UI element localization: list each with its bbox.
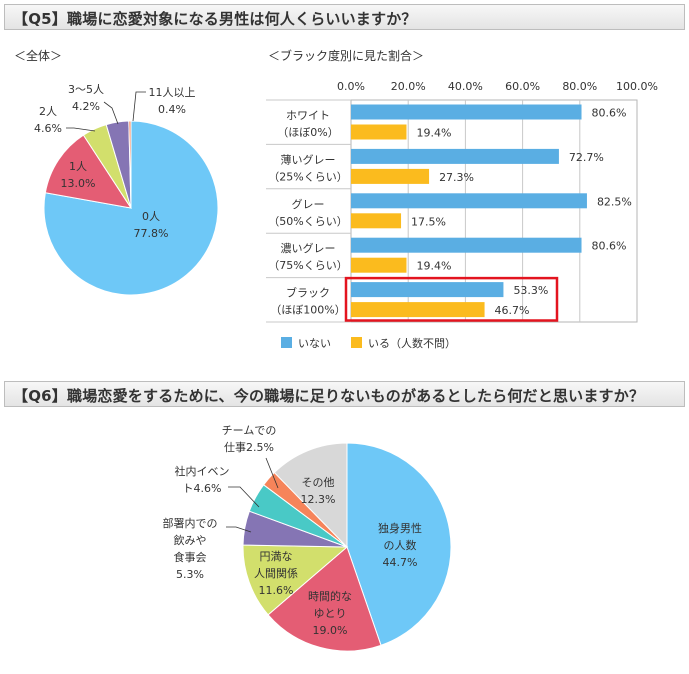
bar-iru	[351, 168, 430, 184]
slice-label: 時間的な	[308, 589, 352, 603]
overall-pie-slice	[128, 120, 132, 209]
slice-label: 12.3%	[301, 493, 336, 506]
x-tick-label: 100.0%	[616, 80, 658, 93]
lacking-pie-slice	[242, 544, 349, 616]
lacking-pie-slice	[267, 546, 382, 652]
overall-pie-slice	[44, 134, 133, 209]
slice-label: 5.3%	[176, 568, 204, 581]
slice-label: 0人	[142, 210, 160, 223]
leader-line	[228, 486, 260, 508]
slice-label: 3〜5人	[68, 83, 104, 96]
bar-value-label: 17.5%	[411, 215, 446, 228]
legend-label-iru: いる（人数不問）	[368, 337, 456, 350]
slice-label: 食事会	[174, 550, 207, 564]
slice-label: の人数	[384, 539, 417, 552]
slice-label: 1人	[69, 160, 87, 173]
slice-label: 44.7%	[383, 556, 418, 569]
slice-value-label: 4.6%	[34, 122, 62, 135]
slice-value-label: 0.4%	[158, 103, 186, 116]
bar-inai	[351, 282, 504, 298]
slice-value-label: 77.8%	[134, 227, 169, 240]
slice-value-label: 4.2%	[72, 100, 100, 113]
bar-value-label: 46.7%	[495, 304, 530, 317]
slice-label: 仕事2.5%	[224, 441, 274, 454]
legend-swatch-inai	[281, 337, 292, 348]
bar-value-label: 80.6%	[592, 240, 627, 253]
bar-inai	[351, 148, 559, 164]
x-tick-label: 20.0%	[391, 80, 426, 93]
lacking-pie-slice	[346, 442, 452, 646]
x-tick-label: 60.0%	[505, 80, 540, 93]
category-sublabel: （50%くらい）	[268, 215, 347, 228]
slice-label: ト4.6%	[183, 482, 222, 495]
slice-label: チームでの	[222, 424, 277, 437]
slice-value-label: 13.0%	[61, 177, 96, 190]
slice-label: 11人以上	[149, 86, 196, 99]
category-label: ホワイト	[286, 109, 330, 122]
bar-iru	[351, 213, 402, 229]
bar-value-label: 72.7%	[569, 151, 604, 164]
bar-inai	[351, 193, 587, 209]
bar-inai	[351, 104, 582, 120]
category-sublabel: （ほぼ0%）	[277, 126, 338, 139]
slice-label: 19.0%	[313, 624, 348, 637]
slice-label: 独身男性	[378, 521, 422, 535]
slice-label: その他	[302, 476, 335, 489]
bar-value-label: 27.3%	[439, 171, 474, 184]
q6-title: 【Q6】職場恋愛をするために、今の職場に足りないものがあるとしたら何だと思います…	[13, 387, 645, 405]
x-tick-label: 80.0%	[562, 80, 597, 93]
category-label: 濃いグレー	[281, 241, 336, 255]
slice-label: 円満な	[260, 550, 293, 563]
x-tick-label: 0.0%	[337, 80, 365, 93]
slice-label: 社内イベン	[175, 464, 230, 478]
category-label: 薄いグレー	[281, 152, 336, 166]
legend-label-inai: いない	[298, 337, 331, 350]
plot-frame	[350, 99, 638, 323]
breakdown-chart-title: ＜ブラック度別に見た割合＞	[268, 48, 424, 63]
slice-label: 飲みや	[174, 533, 207, 547]
leader-line	[226, 526, 252, 533]
slice-label: 11.6%	[259, 584, 294, 597]
overall-pie-chart: 0人 77.8% 1人 13.0% 2人 4.6% 3〜5人 4.2% 11人以上 0.4%	[34, 83, 219, 296]
category-label: ブラック	[286, 286, 330, 300]
category-sublabel: （75%くらい）	[268, 259, 347, 272]
highlight-box	[344, 276, 559, 322]
bar-value-label: 82.5%	[597, 195, 632, 208]
x-tick-label: 40.0%	[448, 80, 483, 93]
bar-value-label: 19.4%	[416, 127, 451, 140]
bar-iru	[351, 302, 485, 318]
category-sublabel: （ほぼ100%）	[270, 304, 345, 317]
lacking-pie-slice	[273, 442, 348, 549]
breakdown-bar-chart: 0.0% 20.0% 40.0% 60.0% 80.0% 100.0% ホワイト （ほぼ0%）…	[266, 80, 658, 350]
bar-iru	[351, 124, 407, 140]
leader-line	[103, 101, 119, 125]
slice-label: ゆとり	[314, 607, 347, 620]
legend-swatch-iru	[351, 337, 362, 348]
bar-inai	[351, 237, 582, 253]
bar-iru	[351, 257, 407, 273]
bar-value-label: 53.3%	[513, 284, 548, 297]
overall-pie-title: ＜全体＞	[14, 48, 62, 63]
leader-line	[66, 127, 96, 132]
q6-header: 【Q6】職場恋愛をするために、今の職場に足りないものがあるとしたら何だと思います…	[4, 381, 685, 407]
slice-label: 人間関係	[254, 567, 298, 580]
leader-line	[265, 457, 279, 489]
q5-title: 【Q5】職場に恋愛対象になる男性は何人くらいいますか？	[13, 10, 417, 28]
bar-value-label: 80.6%	[592, 107, 627, 120]
bar-value-label: 19.4%	[416, 260, 451, 273]
slice-label: 2人	[39, 105, 57, 118]
leader-line	[132, 91, 146, 122]
category-sublabel: （25%くらい）	[268, 170, 347, 183]
category-label: グレー	[292, 197, 325, 211]
q5-header: 【Q5】職場に恋愛対象になる男性は何人くらいいますか？	[4, 4, 685, 30]
slice-label: 部署内での	[163, 516, 218, 530]
overall-pie-slice	[43, 120, 219, 296]
